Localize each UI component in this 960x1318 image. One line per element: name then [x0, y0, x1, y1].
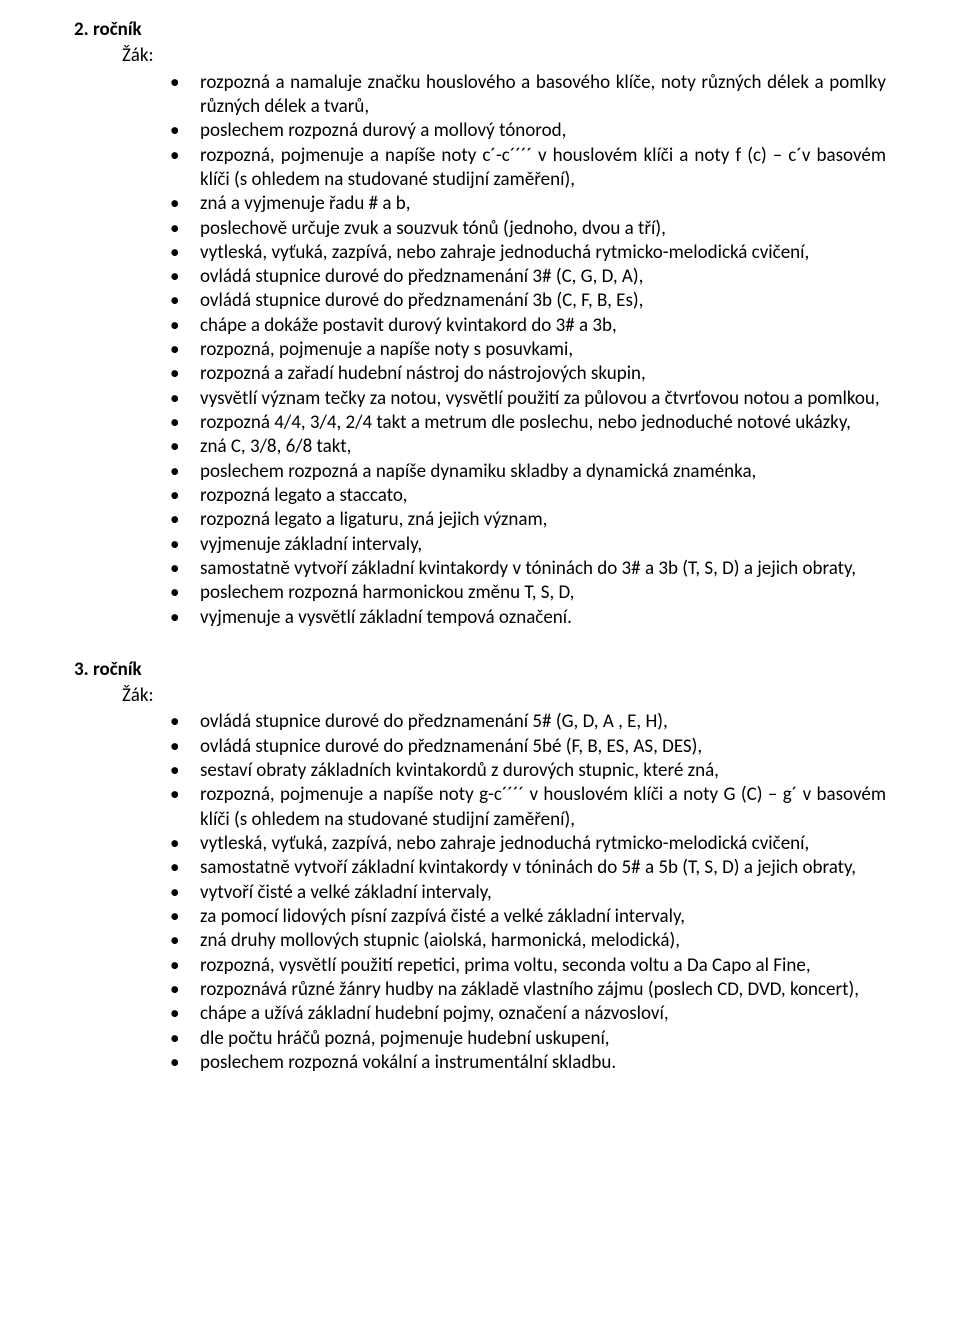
- list-item: chápe a užívá základní hudební pojmy, oz…: [170, 1002, 886, 1026]
- list-item: samostatně vytvoří základní kvintakordy …: [170, 557, 886, 581]
- list-item: rozpoznává různé žánry hudby na základě …: [170, 978, 886, 1002]
- list-item: rozpozná 4/4, 3/4, 2/4 takt a metrum dle…: [170, 411, 886, 435]
- section-2-rocnik: 2. ročník Žák: rozpozná a namaluje značk…: [74, 18, 886, 630]
- list-item: poslechem rozpozná harmonickou změnu T, …: [170, 581, 886, 605]
- zak-label: Žák:: [122, 44, 886, 68]
- list-item: sestaví obraty základních kvintakordů z …: [170, 759, 886, 783]
- list-item: dle počtu hráčů pozná, pojmenuje hudební…: [170, 1027, 886, 1051]
- list-item: rozpozná legato a staccato,: [170, 484, 886, 508]
- list-item: zná a vyjmenuje řadu # a b,: [170, 192, 886, 216]
- list-item: chápe a dokáže postavit durový kvintakor…: [170, 314, 886, 338]
- list-item: poslechem rozpozná a napíše dynamiku skl…: [170, 460, 886, 484]
- list-item: poslechem rozpozná durový a mollový tóno…: [170, 119, 886, 143]
- list-item: vyjmenuje a vysvětlí základní tempová oz…: [170, 606, 886, 630]
- list-item: vytleská, vyťuká, zazpívá, nebo zahraje …: [170, 241, 886, 265]
- zak-label: Žák:: [122, 684, 886, 708]
- list-item: rozpozná legato a ligaturu, zná jejich v…: [170, 508, 886, 532]
- list-item: zná druhy mollových stupnic (aiolská, ha…: [170, 929, 886, 953]
- list-item: rozpozná a zařadí hudební nástroj do nás…: [170, 362, 886, 386]
- list-item: vytvoří čisté a velké základní intervaly…: [170, 881, 886, 905]
- list-item: vyjmenuje základní intervaly,: [170, 533, 886, 557]
- bullet-list: rozpozná a namaluje značku houslového a …: [74, 71, 886, 630]
- list-item: ovládá stupnice durové do předznamenání …: [170, 265, 886, 289]
- section-heading: 2. ročník: [74, 18, 886, 42]
- list-item: zná C, 3/8, 6/8 takt,: [170, 435, 886, 459]
- list-item: vytleská, vyťuká, zazpívá, nebo zahraje …: [170, 832, 886, 856]
- list-item: rozpozná, pojmenuje a napíše noty s posu…: [170, 338, 886, 362]
- section-3-rocnik: 3. ročník Žák: ovládá stupnice durové do…: [74, 658, 886, 1075]
- bullet-list: ovládá stupnice durové do předznamenání …: [74, 710, 886, 1075]
- list-item: poslechově určuje zvuk a souzvuk tónů (j…: [170, 217, 886, 241]
- section-heading: 3. ročník: [74, 658, 886, 682]
- list-item: poslechem rozpozná vokální a instrumentá…: [170, 1051, 886, 1075]
- list-item: rozpozná, pojmenuje a napíše noty g-c´´´…: [170, 783, 886, 832]
- list-item: ovládá stupnice durové do předznamenání …: [170, 735, 886, 759]
- list-item: ovládá stupnice durové do předznamenání …: [170, 710, 886, 734]
- list-item: rozpozná, pojmenuje a napíše noty c´-c´´…: [170, 144, 886, 193]
- list-item: rozpozná a namaluje značku houslového a …: [170, 71, 886, 120]
- list-item: samostatně vytvoří základní kvintakordy …: [170, 856, 886, 880]
- list-item: za pomocí lidových písní zazpívá čisté a…: [170, 905, 886, 929]
- list-item: vysvětlí význam tečky za notou, vysvětlí…: [170, 387, 886, 411]
- list-item: rozpozná, vysvětlí použití repetici, pri…: [170, 954, 886, 978]
- list-item: ovládá stupnice durové do předznamenání …: [170, 289, 886, 313]
